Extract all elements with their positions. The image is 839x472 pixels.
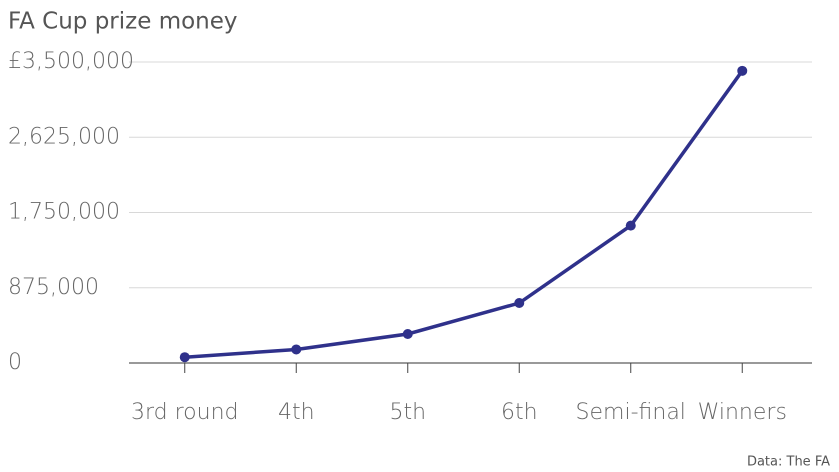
y-tick-label: 2,625,000	[8, 124, 120, 149]
data-line	[184, 69, 744, 359]
chart-title: FA Cup prize money	[8, 9, 238, 35]
x-tick-label: 6th	[501, 400, 538, 425]
x-tick-label: Semi-final	[576, 400, 686, 425]
data-point	[514, 298, 525, 309]
x-tick-label: 3rd round	[131, 400, 239, 425]
y-tick-label: 1,750,000	[8, 200, 120, 225]
source-note: Data: The FA	[747, 455, 830, 470]
data-point	[625, 220, 636, 231]
y-tick-label: 0	[8, 350, 22, 375]
y-tick-label: 875,000	[8, 275, 99, 300]
data-point	[179, 352, 190, 363]
x-tick-label: Winners	[698, 400, 787, 425]
y-tick-label: £3,500,000	[8, 49, 134, 74]
x-tick-label: 4th	[278, 400, 315, 425]
data-point	[291, 344, 302, 355]
data-point	[737, 65, 748, 76]
data-point	[402, 328, 413, 339]
x-tick-label: 5th	[389, 400, 426, 425]
